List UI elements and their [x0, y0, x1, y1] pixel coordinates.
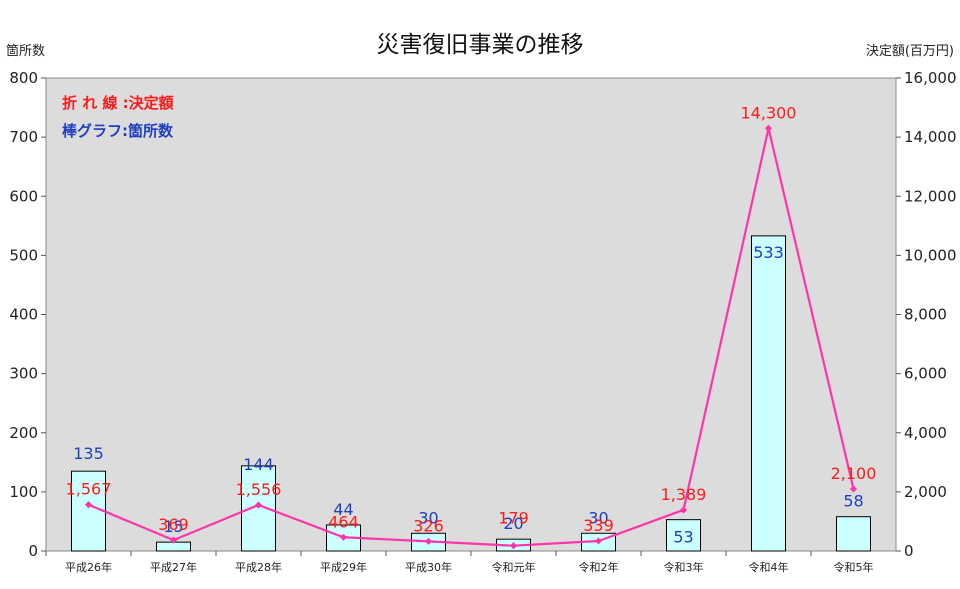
line-point — [339, 533, 348, 541]
line-point — [509, 542, 518, 550]
bar-value-label: 20 — [503, 514, 523, 533]
bar-value-label: 58 — [843, 492, 863, 511]
line-value-label: 1,556 — [236, 480, 282, 499]
x-category-label: 令和4年 — [749, 560, 789, 574]
line-value-label: 326 — [413, 516, 444, 535]
line-value-label: 179 — [498, 509, 529, 528]
y-right-tick-label: 14,000 — [904, 128, 957, 146]
x-category-label: 令和2年 — [579, 560, 619, 574]
line-layer — [84, 124, 858, 550]
line-value-label: 339 — [583, 516, 614, 535]
x-category-label: 平成28年 — [235, 560, 282, 574]
y-left-tick-label: 400 — [9, 306, 38, 324]
y-left-axis-title: 箇所数 — [6, 43, 45, 59]
y-right-tick-label: 8,000 — [904, 306, 947, 324]
ticks-layer: 0 100 200 300 400 500 600 700 800 0 2,000 4,000 6,00… — [9, 69, 956, 574]
bar-value-label: 53 — [673, 528, 693, 547]
y-right-tick-label: 10,000 — [904, 246, 957, 264]
bar-value-label: 135 — [73, 444, 104, 463]
y-right-tick-label: 2,000 — [904, 483, 947, 501]
x-category-label: 令和5年 — [834, 560, 874, 574]
line-value-label: 1,389 — [661, 485, 707, 504]
chart-title: 災害復旧事業の推移 — [377, 32, 584, 58]
y-left-tick-label: 0 — [28, 542, 38, 560]
labels-layer: 135 15 144 44 30 20 30 53 533 58 1,567 369 1,556 464 3… — [66, 103, 877, 546]
line-point — [169, 536, 178, 544]
line-point — [84, 501, 93, 509]
line-point — [764, 124, 773, 132]
bar — [751, 235, 786, 552]
y-right-tick-label: 6,000 — [904, 365, 947, 383]
y-right-tick-label: 12,000 — [904, 187, 957, 205]
x-category-label: 平成27年 — [150, 560, 197, 574]
bar-value-label: 15 — [163, 517, 183, 536]
line-series — [88, 128, 855, 547]
x-category-label: 平成26年 — [65, 560, 112, 574]
y-right-tick-label: 4,000 — [904, 424, 947, 442]
line-value-label: 2,100 — [831, 464, 877, 483]
y-right-tick-label: 0 — [904, 542, 914, 560]
bar — [666, 519, 701, 552]
y-left-tick-label: 100 — [9, 483, 38, 501]
line-value-label: 1,567 — [66, 480, 112, 499]
y-left-tick-label: 700 — [9, 128, 38, 146]
line-point — [679, 506, 688, 514]
line-point — [254, 501, 263, 509]
legend-bar-entry: 棒グラフ:箇所数 — [62, 122, 174, 140]
x-category-label: 平成30年 — [405, 560, 452, 574]
bar-value-label: 30 — [418, 508, 438, 527]
bar — [836, 516, 871, 552]
bar — [71, 470, 106, 552]
line-point — [849, 485, 858, 493]
y-left-tick-label: 600 — [9, 187, 38, 205]
y-right-tick-label: 16,000 — [904, 69, 957, 87]
x-category-label: 令和元年 — [492, 560, 536, 574]
line-value-label: 369 — [158, 515, 189, 534]
legend-line-entry: 折 れ 線 :決定額 — [62, 94, 174, 112]
bar-value-label: 533 — [753, 243, 784, 262]
x-category-label: 令和3年 — [664, 560, 704, 574]
y-left-tick-label: 500 — [9, 246, 38, 264]
y-left-tick-label: 800 — [9, 69, 38, 87]
line-value-label: 14,300 — [741, 103, 797, 122]
bar-value-label: 144 — [243, 455, 274, 474]
y-right-axis-title: 決定額(百万円) — [866, 44, 954, 59]
y-left-tick-label: 300 — [9, 365, 38, 383]
x-category-label: 平成29年 — [320, 560, 367, 574]
line-point — [424, 537, 433, 545]
line-value-label: 464 — [328, 512, 359, 531]
line-point — [594, 537, 603, 545]
bar-value-label: 30 — [588, 508, 608, 527]
bar-value-label: 44 — [333, 500, 353, 519]
y-left-tick-label: 200 — [9, 424, 38, 442]
